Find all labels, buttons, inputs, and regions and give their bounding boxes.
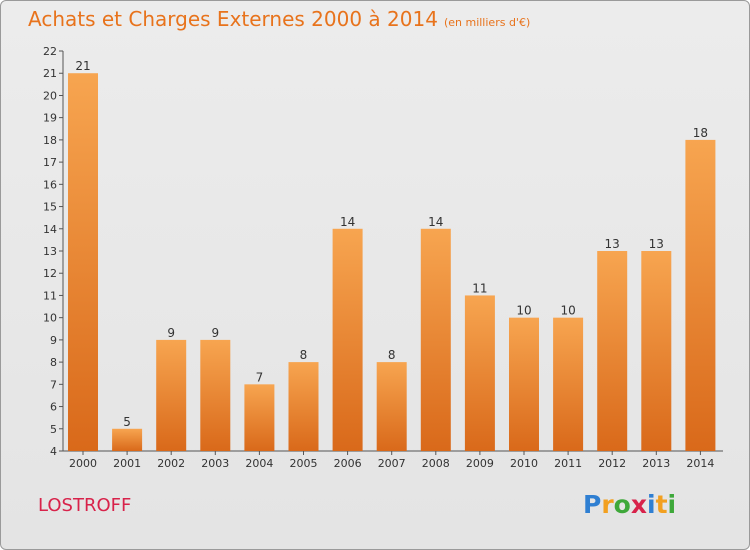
y-tick-label: 22 [43,45,57,58]
y-tick-label: 18 [43,134,57,147]
logo-letter: i [647,490,656,519]
y-tick-label: 5 [50,423,57,436]
y-tick-label: 6 [50,401,57,414]
x-tick-label: 2004 [245,457,273,470]
data-label: 7 [256,370,264,384]
y-tick-label: 4 [50,445,57,458]
chart-subtitle: (en milliers d'€) [443,16,531,29]
logo-letter: i [667,490,677,519]
x-tick-label: 2012 [598,457,626,470]
logo-letter: r [601,490,614,519]
chart-title: Achats et Charges Externes 2000 à 2014 (e… [28,7,530,31]
y-tick-label: 15 [43,201,57,214]
data-label: 13 [605,237,620,251]
bar-2012 [597,251,628,451]
logo-letter: t [655,490,668,519]
y-tick-label: 8 [50,356,57,369]
y-tick-label: 12 [43,267,57,280]
bar-2004 [244,384,275,451]
bar-2009 [464,295,495,451]
x-tick-label: 2003 [201,457,229,470]
y-tick-label: 17 [43,156,57,169]
y-tick-label: 9 [50,334,57,347]
x-tick-label: 2011 [554,457,582,470]
bar-2013 [641,251,672,451]
y-tick-label: 11 [43,289,57,302]
data-label: 10 [560,304,575,318]
proxiti-logo: Proxiti [583,490,676,519]
bar-2000 [68,73,98,451]
bar-2011 [553,317,584,451]
commune-name: LOSTROFF [38,495,132,516]
data-label: 14 [428,215,443,229]
logo-letter: o [613,490,631,519]
bar-2010 [509,317,539,451]
x-tick-label: 2002 [157,457,185,470]
labels: 2000 21 2001 5 2002 9 2003 9 2004 7 2005 8 2006 14 200… [69,59,714,470]
data-label: 8 [300,348,308,362]
logo-letter: x [630,490,647,519]
x-tick-label: 2009 [466,457,494,470]
bar-2002 [156,339,187,451]
data-label: 13 [649,237,664,251]
x-tick-label: 2006 [334,457,362,470]
data-label: 18 [693,126,708,140]
data-label: 10 [516,304,531,318]
bar-2003 [200,339,231,451]
data-label: 5 [123,415,131,429]
y-tick-label: 19 [43,112,57,125]
bar-2006 [332,228,363,451]
chart-title-text: Achats et Charges Externes 2000 à 2014 [28,7,438,31]
y-tick-label: 20 [43,89,57,102]
bar-2001 [112,428,143,451]
y-tick-label: 21 [43,67,57,80]
logo-letter: P [583,490,602,519]
y-tick-label: 10 [43,312,57,325]
x-tick-label: 2007 [378,457,406,470]
y-tick-label: 16 [43,178,57,191]
x-tick-label: 2000 [69,457,97,470]
bar-2014 [685,139,716,451]
bar-2008 [420,228,451,451]
data-label: 9 [167,326,175,340]
data-label: 14 [340,215,355,229]
y-tick-label: 7 [50,378,57,391]
x-tick-label: 2001 [113,457,141,470]
y-tick-label: 14 [43,223,57,236]
data-label: 21 [75,59,90,73]
y-tick-label: 13 [43,245,57,258]
data-label: 9 [211,326,219,340]
x-tick-label: 2014 [686,457,714,470]
x-tick-label: 2010 [510,457,538,470]
bars [68,73,716,451]
x-tick-label: 2008 [422,457,450,470]
data-label: 11 [472,281,487,295]
bar-2007 [376,362,407,451]
data-label: 8 [388,348,396,362]
bar-2005 [288,362,319,451]
x-tick-label: 2013 [642,457,670,470]
x-tick-label: 2005 [290,457,318,470]
